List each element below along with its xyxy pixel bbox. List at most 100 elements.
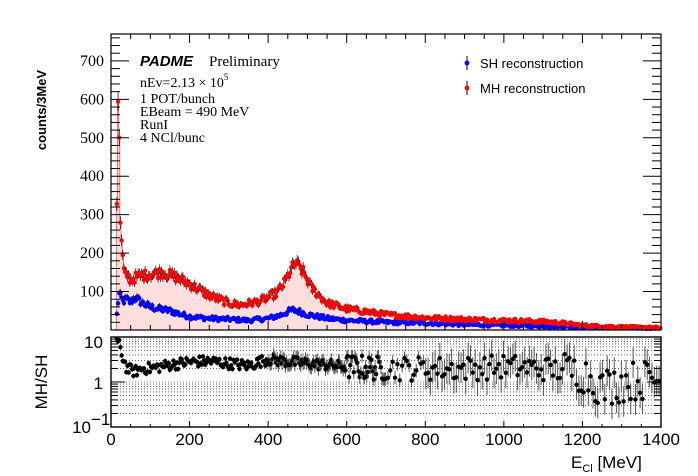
ratio-point xyxy=(586,388,591,393)
ratio-point xyxy=(227,356,233,361)
ratio-point xyxy=(524,370,530,375)
legend-sh-label: SH reconstruction xyxy=(480,56,583,71)
ratio-point xyxy=(249,360,254,365)
ratio-point xyxy=(602,397,608,402)
mh-point xyxy=(312,286,318,292)
info-line-ebeam: EBeam = 490 MeV xyxy=(140,105,249,120)
x-tick-labels: 0 200 400 600 800 1000 1200 1400 xyxy=(106,430,680,449)
ratio-point xyxy=(256,361,261,366)
ratio-point xyxy=(472,362,478,367)
ratio-point xyxy=(146,360,151,366)
ratio-point xyxy=(557,375,563,381)
x-axis-label-sub: Cl xyxy=(582,463,592,475)
mh-point xyxy=(114,201,120,207)
ratio-point xyxy=(489,353,494,358)
mh-point xyxy=(221,302,227,307)
ratio-point xyxy=(259,354,265,359)
x-tick-label: 400 xyxy=(254,430,282,449)
ratio-point xyxy=(373,371,379,377)
ratio-point xyxy=(588,373,593,379)
ratio-point xyxy=(527,358,532,364)
mh-point xyxy=(132,280,137,285)
y-axis-label-ratio: MH/SH xyxy=(32,355,51,410)
mh-point xyxy=(245,303,250,308)
ratio-y-tick-0.1: 10 xyxy=(72,418,91,437)
ratio-point xyxy=(590,390,596,396)
ratio-point xyxy=(161,364,167,370)
ratio-point xyxy=(230,366,235,372)
ratio-point xyxy=(404,358,410,364)
ratio-point xyxy=(604,368,610,374)
ratio-point xyxy=(536,373,542,378)
ratio-point xyxy=(529,362,534,368)
ratio-point xyxy=(370,369,375,374)
ratio-point xyxy=(399,363,405,368)
ratio-point xyxy=(385,375,391,381)
ratio-point xyxy=(614,395,619,401)
ratio-point xyxy=(477,365,483,370)
ratio-point xyxy=(348,363,353,368)
ratio-point xyxy=(463,376,468,382)
ratio-point xyxy=(237,366,242,372)
ratio-point xyxy=(458,365,464,370)
ratio-point xyxy=(428,377,433,382)
ratio-point xyxy=(571,358,577,363)
x-tick-label: 800 xyxy=(411,430,439,449)
sh-point xyxy=(150,303,155,308)
sh-point xyxy=(320,313,326,318)
ratio-point xyxy=(346,374,352,380)
ratio-x-ticks xyxy=(110,421,662,427)
legend-sh-marker xyxy=(464,60,470,66)
ratio-point xyxy=(447,367,452,372)
mh-point xyxy=(126,272,131,277)
mh-point xyxy=(309,281,314,287)
ratio-point xyxy=(635,379,641,384)
ratio-point xyxy=(538,367,544,372)
mh-point xyxy=(140,272,146,277)
mh-series xyxy=(114,92,663,331)
ratio-point xyxy=(392,375,398,380)
ratio-point xyxy=(234,357,240,362)
ratio-point xyxy=(569,373,575,379)
ratio-point xyxy=(197,354,202,359)
ratio-point xyxy=(126,370,131,375)
ratio-y-tick-1: 1 xyxy=(94,374,103,393)
main-y-tick-labels: 100 200 300 400 500 600 700 xyxy=(80,53,104,301)
ratio-point xyxy=(621,399,626,404)
x-axis-label-unit: [MeV] xyxy=(593,453,642,472)
ratio-point xyxy=(199,362,204,367)
ratio-point xyxy=(567,355,572,360)
mh-point xyxy=(377,314,382,319)
x-tick-label: 1000 xyxy=(485,430,523,449)
ratio-point xyxy=(177,360,182,365)
ratio-point xyxy=(562,352,567,357)
ratio-point xyxy=(623,373,629,378)
ratio-point xyxy=(637,390,643,396)
ratio-point xyxy=(649,375,655,381)
ratio-point xyxy=(397,378,402,383)
nev-times: × 10 xyxy=(198,76,223,91)
ratio-point xyxy=(633,397,638,402)
ratio-point xyxy=(128,362,134,368)
ratio-point xyxy=(541,377,546,383)
ratio-point xyxy=(369,357,374,363)
ratio-point xyxy=(522,360,527,365)
ratio-point xyxy=(414,368,419,373)
ratio-point xyxy=(118,344,123,350)
ratio-point xyxy=(196,364,201,369)
ratio-point xyxy=(470,370,476,375)
legend-entry-sh: SH reconstruction xyxy=(464,56,583,71)
ratio-point xyxy=(244,366,249,372)
ratio-point xyxy=(607,372,612,377)
ratio-point xyxy=(548,362,553,368)
mh-point xyxy=(180,274,186,279)
info-line-ncl: 4 NCl/bunc xyxy=(140,131,205,146)
ratio-point xyxy=(435,371,440,376)
nev-annotation: nEv=2.13 × 105 xyxy=(140,72,229,91)
ratio-point xyxy=(626,385,631,390)
ratio-point xyxy=(131,373,136,379)
sh-point xyxy=(115,301,121,306)
ratio-point xyxy=(461,362,466,367)
x-axis-label-main: E xyxy=(571,453,582,472)
